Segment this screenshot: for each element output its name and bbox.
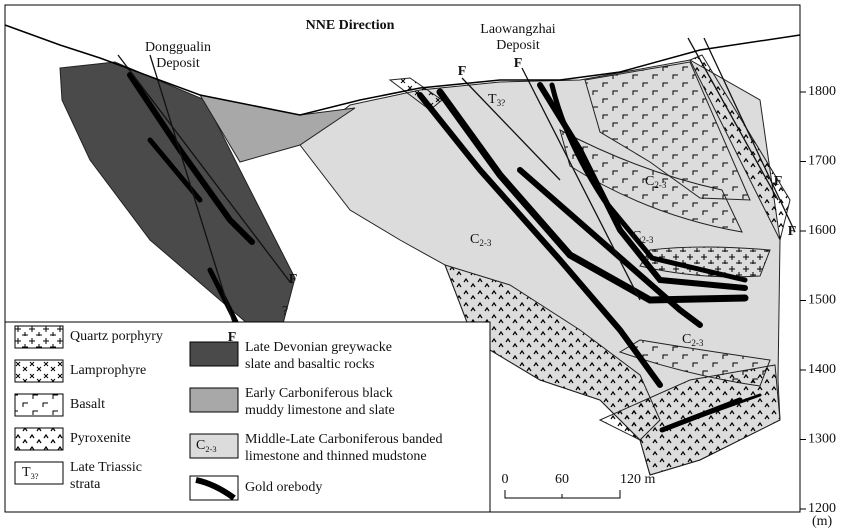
legend-label: Middle-Late Carboniferous banded <box>245 432 443 447</box>
axis-tick-label: 1500 <box>808 293 836 308</box>
legend-label: Basalt <box>70 397 105 412</box>
fault-label: F <box>514 56 523 71</box>
legend-label: Pyroxenite <box>70 431 131 446</box>
uncertain-label: ? <box>282 304 288 319</box>
axis-tick-label: 1300 <box>808 432 836 447</box>
axis-tick-label: 1700 <box>808 154 836 169</box>
unit-subscript: 3? <box>31 471 39 481</box>
unit-symbol: C <box>682 332 691 347</box>
title: NNE Direction <box>306 18 395 33</box>
axis-unit: (m) <box>812 514 833 529</box>
fault-label: F <box>774 174 783 189</box>
legend-swatch <box>190 388 238 412</box>
legend-label: Early Carboniferous black <box>245 386 393 401</box>
deposit-label: Deposit <box>156 56 200 71</box>
fault-label: F <box>289 272 298 287</box>
legend-label: slate and basaltic rocks <box>245 357 374 372</box>
legend-label: muddy limestone and slate <box>245 403 395 418</box>
unit-subscript: 2-3 <box>641 235 654 245</box>
fault-label: F <box>788 224 797 239</box>
unit-subscript: 2-3 <box>691 338 704 348</box>
legend-label: Gold orebody <box>245 480 322 495</box>
unit-subscript: 2-3 <box>205 444 216 454</box>
fault-label: F <box>458 64 467 79</box>
scale-label: 60 <box>555 472 569 487</box>
unit-symbol: C <box>470 232 479 247</box>
legend-swatch <box>15 360 63 382</box>
legend-label: Quartz porphyry <box>70 329 163 344</box>
legend-label: limestone and thinned mudstone <box>245 449 427 464</box>
legend-label: Late Devonian greywacke <box>245 340 392 355</box>
cross-section: NNE Direction DonggualinDepositLaowangzh… <box>0 0 844 530</box>
legend-label: Lamprophyre <box>70 363 146 378</box>
legend-label: Late Triassic <box>70 460 142 475</box>
scale-label: 120 m <box>620 472 656 487</box>
legend-swatch <box>15 394 63 416</box>
axis-tick-label: 1600 <box>808 223 836 238</box>
scale-label: 0 <box>502 472 509 487</box>
axis-tick-label: 1400 <box>808 362 836 377</box>
axis-tick-label: 1800 <box>808 84 836 99</box>
deposit-label: Donggualin <box>145 40 211 55</box>
fault-label: F <box>228 330 237 345</box>
unit-subscript: 2-3 <box>479 238 492 248</box>
legend-swatch <box>190 342 238 366</box>
legend-label: strata <box>70 477 101 492</box>
unit-symbol: C <box>632 229 641 244</box>
unit-subscript: 2-3 <box>654 180 667 190</box>
legend-swatch <box>15 428 63 450</box>
unit-symbol: C <box>196 438 205 453</box>
unit-symbol: C <box>645 174 654 189</box>
deposit-label: Deposit <box>496 38 540 53</box>
legend-swatch <box>15 326 63 348</box>
unit-subscript: 3? <box>497 98 506 108</box>
deposit-label: Laowangzhai <box>480 22 556 37</box>
page: {"title": "NNE Direction", "deposits": [… <box>0 0 844 530</box>
